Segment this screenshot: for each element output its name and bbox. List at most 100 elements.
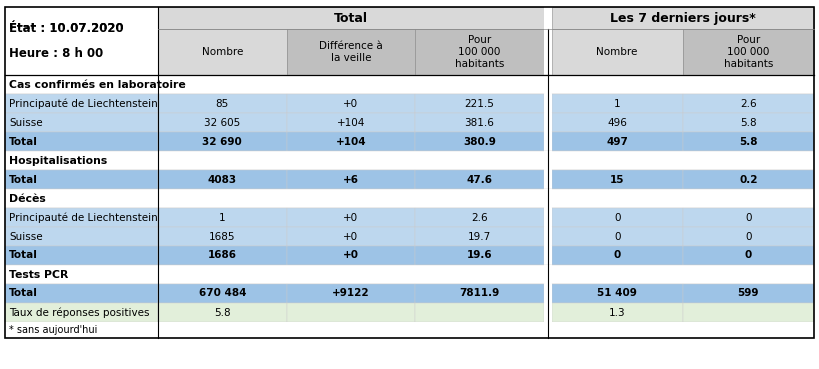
Bar [158, 7, 544, 29]
Text: 1: 1 [219, 213, 225, 223]
Bar [5, 265, 814, 284]
Text: 0: 0 [614, 231, 621, 241]
Bar [551, 29, 683, 75]
Bar [544, 208, 551, 227]
Text: Tests PCR: Tests PCR [9, 269, 68, 279]
Text: Décès: Décès [9, 193, 46, 203]
Bar [551, 113, 683, 132]
Text: Hospitalisations: Hospitalisations [9, 155, 107, 166]
Bar [415, 132, 544, 151]
Bar [551, 284, 683, 303]
Text: Total: Total [9, 175, 38, 184]
Text: Suisse: Suisse [9, 117, 43, 128]
Bar [5, 113, 158, 132]
Bar [5, 284, 158, 303]
Bar [544, 151, 551, 170]
Text: Total: Total [9, 137, 38, 146]
Text: État : 10.07.2020: État : 10.07.2020 [9, 22, 124, 35]
Bar [551, 94, 683, 113]
Text: 0.2: 0.2 [739, 175, 758, 184]
Bar [415, 113, 544, 132]
Bar [287, 113, 415, 132]
Text: 5.8: 5.8 [740, 117, 757, 128]
Bar [544, 265, 551, 284]
Bar [5, 94, 158, 113]
Text: 51 409: 51 409 [597, 289, 637, 299]
Text: 1686: 1686 [208, 251, 237, 261]
Text: 7811.9: 7811.9 [459, 289, 500, 299]
Bar [683, 303, 814, 322]
Bar [158, 284, 287, 303]
Bar [551, 246, 683, 265]
Bar [158, 132, 287, 151]
Bar [415, 94, 544, 113]
Text: 85: 85 [215, 99, 229, 108]
Text: +104: +104 [336, 137, 366, 146]
Text: +104: +104 [337, 117, 365, 128]
Bar [551, 170, 683, 189]
Bar [544, 284, 551, 303]
Bar [158, 303, 287, 322]
Bar [158, 246, 287, 265]
Text: Les 7 derniers jours*: Les 7 derniers jours* [610, 11, 756, 24]
Bar [287, 284, 415, 303]
Bar [683, 284, 814, 303]
Text: Cas confirmés en laboratoire: Cas confirmés en laboratoire [9, 79, 186, 90]
Text: +9122: +9122 [332, 289, 369, 299]
Bar [551, 227, 683, 246]
Bar [544, 303, 551, 322]
Bar [287, 94, 415, 113]
Bar [683, 227, 814, 246]
Bar [287, 170, 415, 189]
Bar [683, 113, 814, 132]
Bar [158, 94, 287, 113]
Bar [683, 170, 814, 189]
Text: +0: +0 [343, 99, 359, 108]
Bar [287, 208, 415, 227]
Text: 1: 1 [614, 99, 621, 108]
Bar [683, 94, 814, 113]
Text: 0: 0 [613, 251, 621, 261]
Text: 496: 496 [607, 117, 627, 128]
Bar [5, 170, 158, 189]
Text: 19.7: 19.7 [468, 231, 491, 241]
Text: 599: 599 [738, 289, 759, 299]
Bar [544, 7, 551, 29]
Bar [544, 170, 551, 189]
Bar [415, 29, 544, 75]
Bar [5, 208, 158, 227]
Bar [158, 170, 287, 189]
Text: 0: 0 [745, 231, 752, 241]
Bar [158, 29, 287, 75]
Bar [544, 189, 551, 208]
Text: 1.3: 1.3 [609, 307, 626, 317]
Bar [683, 132, 814, 151]
Text: Total: Total [9, 289, 38, 299]
Bar [158, 208, 287, 227]
Text: 221.5: 221.5 [464, 99, 494, 108]
Bar [287, 303, 415, 322]
Text: 19.6: 19.6 [467, 251, 492, 261]
Bar [5, 303, 158, 322]
Text: 32 690: 32 690 [202, 137, 242, 146]
Bar [287, 132, 415, 151]
Text: Heure : 8 h 00: Heure : 8 h 00 [9, 47, 103, 60]
Text: 497: 497 [606, 137, 628, 146]
Text: 670 484: 670 484 [198, 289, 246, 299]
Text: 5.8: 5.8 [739, 137, 758, 146]
Text: Nombre: Nombre [201, 47, 243, 57]
Bar [544, 132, 551, 151]
Bar [5, 151, 814, 170]
Bar [544, 94, 551, 113]
Bar [5, 246, 158, 265]
Bar [415, 227, 544, 246]
Text: 2.6: 2.6 [471, 213, 487, 223]
Text: 0: 0 [744, 251, 752, 261]
Text: +0: +0 [343, 231, 359, 241]
Bar [287, 246, 415, 265]
Bar [544, 75, 551, 94]
Bar [544, 246, 551, 265]
Text: 47.6: 47.6 [466, 175, 492, 184]
Text: Heure : 8 h 00: Heure : 8 h 00 [9, 47, 103, 60]
Text: Principauté de Liechtenstein: Principauté de Liechtenstein [9, 98, 158, 109]
